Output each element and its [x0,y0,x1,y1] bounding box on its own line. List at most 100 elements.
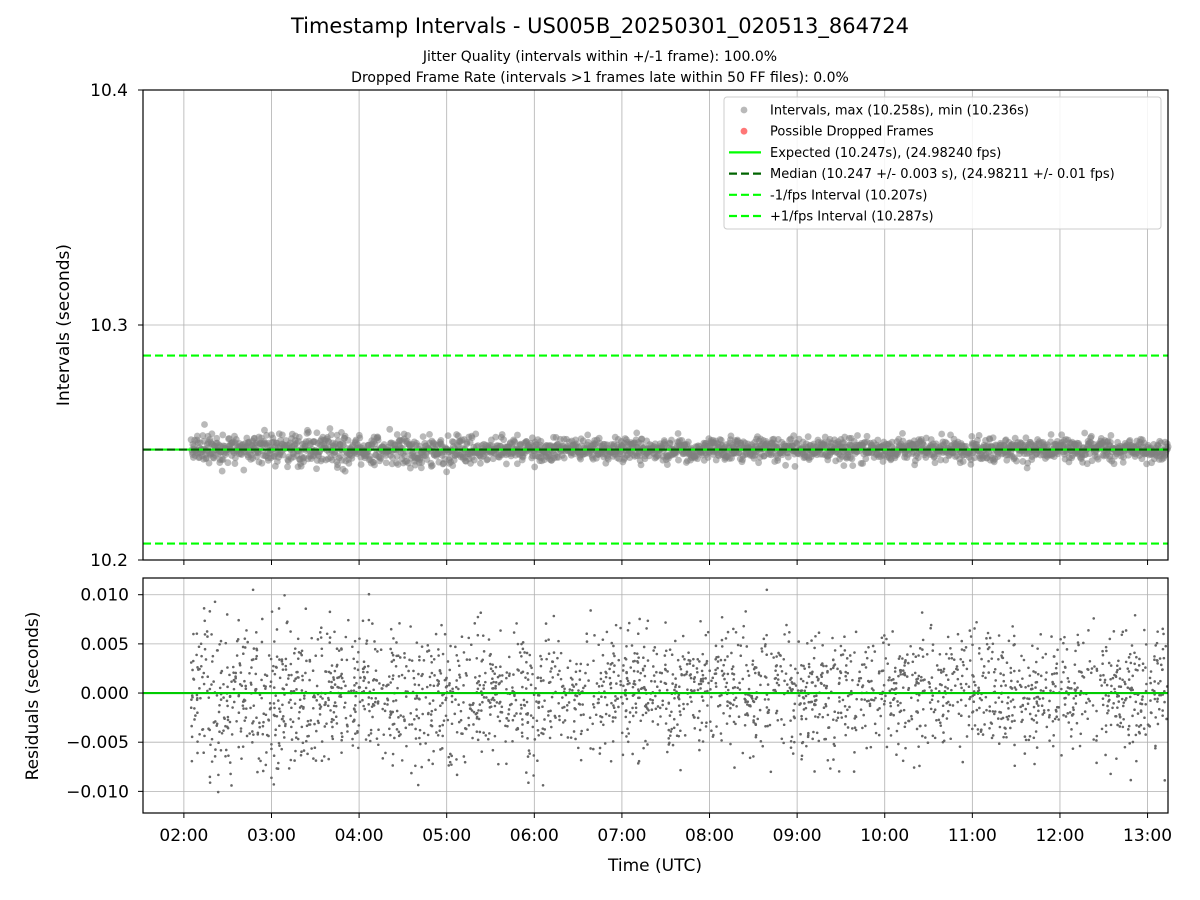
residual-point [1023,735,1027,738]
residual-point [275,628,279,631]
residual-point [391,677,395,681]
residual-point [676,723,679,726]
residual-point [921,734,924,738]
residual-point [267,654,271,657]
residual-point [667,743,671,746]
residual-point [913,671,917,675]
residual-point [873,650,877,653]
residual-point [557,639,560,643]
residual-point [434,632,438,636]
residual-point [1026,697,1029,700]
residual-point [1054,685,1057,688]
residual-point [765,653,768,657]
residual-point [695,667,699,670]
residual-point [226,718,230,722]
residual-point [213,600,217,604]
residual-point [232,687,236,691]
residual-point [432,749,435,753]
residual-point [1101,662,1104,666]
residual-point [685,670,689,674]
interval-point [218,467,226,475]
residual-point [203,619,207,623]
residual-point [472,701,475,705]
residual-point [642,746,645,750]
residual-point [700,695,704,699]
residual-point [484,734,488,737]
residual-point [1024,686,1027,689]
residual-point [1146,723,1150,726]
residual-point [395,709,399,713]
residual-point [901,759,905,763]
residual-point [1103,681,1106,684]
residual-point [976,728,980,731]
residual-point [1159,693,1163,697]
residual-point [978,647,981,650]
residual-point [497,762,500,766]
interval-point [560,454,568,462]
residual-point [228,761,232,764]
residual-point [405,665,408,668]
residual-point [714,644,718,648]
residual-point [793,740,796,744]
interval-point [782,461,789,469]
residual-point [833,744,836,748]
residual-point [810,672,814,676]
residual-point [282,720,286,723]
residual-point [625,676,629,680]
residual-point [642,656,645,660]
residual-point [997,634,1001,637]
residual-point [297,717,301,720]
residual-point [698,728,702,732]
residual-point [802,708,806,711]
interval-point [219,431,227,439]
residual-point [479,611,483,615]
residual-point [651,665,655,668]
residual-point [807,700,811,704]
interval-point [899,429,906,437]
residual-point [774,711,778,715]
residual-point [1009,666,1013,670]
residual-point [340,676,344,680]
residual-point [315,729,318,733]
residual-point [880,636,884,640]
residual-point [1105,683,1109,687]
residual-point [202,607,206,610]
residual-point [1099,674,1102,677]
interval-point [489,455,497,463]
residual-point [716,704,720,708]
residual-point [904,659,907,662]
residual-point [778,653,782,657]
residual-point [352,689,356,692]
residual-point [835,719,838,722]
residual-point [464,672,468,675]
residual-point [897,674,900,678]
residual-point [282,730,286,734]
residual-point [699,619,702,623]
residual-point [417,716,421,720]
residual-point [1033,762,1036,766]
residual-point [917,654,920,657]
residual-point [832,758,835,761]
residual-point [1062,641,1065,645]
residual-point [560,733,563,737]
residual-point [999,684,1003,688]
residual-point [356,660,359,664]
residual-point [206,675,210,679]
residual-point [689,695,692,699]
residual-point [766,710,770,714]
residual-point [844,733,848,737]
residual-point [1095,669,1099,672]
residual-point [535,700,538,703]
residual-point [239,727,243,730]
residual-point [968,697,971,701]
residual-point [990,657,994,660]
residual-point [729,742,732,746]
residual-point [260,640,264,644]
residual-point [945,717,949,720]
residual-point [977,732,980,736]
residual-point [925,653,929,656]
legend-box [723,96,1162,230]
residual-point [722,711,725,715]
residual-point [1133,708,1136,712]
residual-point [226,666,229,669]
